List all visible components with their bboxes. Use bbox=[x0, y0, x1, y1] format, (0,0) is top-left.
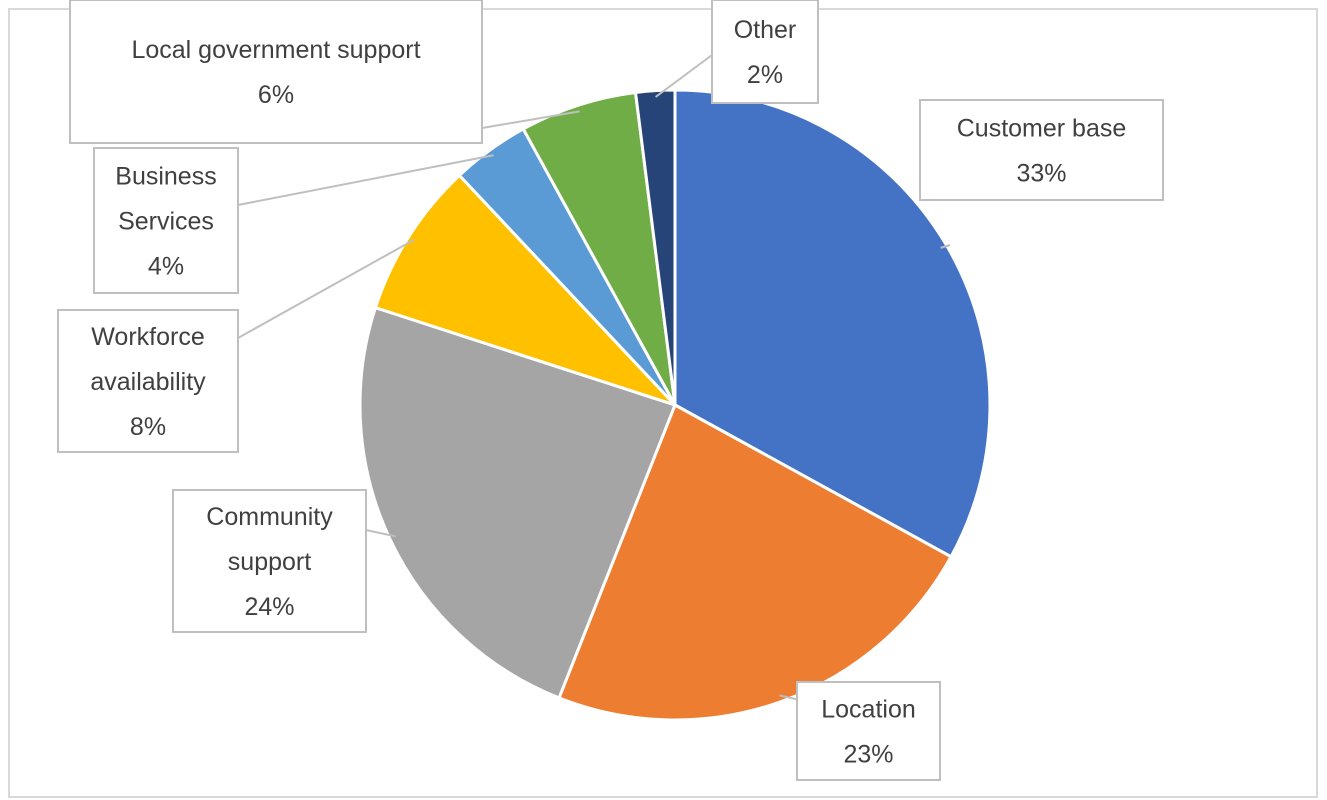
data-label-category: Local government support bbox=[131, 36, 420, 64]
slices-layer bbox=[358, 88, 992, 722]
data-label-local-government-support: Local government support 6% bbox=[69, 0, 483, 144]
data-label-value: 4% bbox=[148, 253, 184, 281]
data-label-box bbox=[69, 0, 483, 144]
pie-slice-location bbox=[557, 402, 954, 722]
leader-line-business-services bbox=[237, 154, 494, 206]
data-label-category: Other bbox=[734, 16, 797, 44]
data-label-customer-base: Customer base 33% bbox=[919, 99, 1164, 201]
data-label-community-support: Community support 24% bbox=[172, 489, 367, 633]
pie-slice-workforce-availability bbox=[373, 173, 677, 407]
data-label-other: Other 2% bbox=[711, 0, 819, 104]
data-label-box bbox=[919, 99, 1164, 201]
data-label-category: Services bbox=[118, 208, 214, 236]
data-label-value: 24% bbox=[244, 593, 294, 621]
leader-line-other bbox=[655, 54, 713, 98]
leader-line-community-support bbox=[365, 529, 396, 538]
leader-line-local-government-support bbox=[481, 110, 580, 129]
data-label-value: 33% bbox=[1016, 160, 1066, 188]
data-label-category: Community bbox=[206, 503, 333, 531]
pie-slice-community-support bbox=[358, 305, 677, 700]
data-label-box bbox=[711, 0, 819, 104]
pie-slice-other bbox=[633, 88, 677, 406]
data-label-value: 6% bbox=[258, 81, 294, 109]
leader-line-customer-base bbox=[940, 244, 951, 249]
data-label-box bbox=[172, 489, 367, 633]
data-label-category: availability bbox=[90, 368, 206, 396]
data-label-box bbox=[796, 681, 941, 781]
data-label-category: Customer base bbox=[957, 115, 1127, 143]
data-label-category: Business bbox=[115, 163, 216, 191]
leaders-layer bbox=[237, 54, 951, 701]
pie-slice-local-government-support bbox=[521, 90, 677, 406]
data-label-value: 2% bbox=[747, 61, 783, 89]
data-label-value: 23% bbox=[843, 741, 893, 769]
data-label-value: 8% bbox=[130, 413, 166, 441]
data-label-box bbox=[57, 309, 239, 453]
data-label-category: Location bbox=[821, 696, 916, 724]
labels-layer: Customer base 33% Location 23% Community supp… bbox=[57, 0, 1164, 781]
data-label-category: support bbox=[228, 548, 311, 576]
data-label-business-services: Business Services 4% bbox=[93, 147, 239, 294]
data-label-box bbox=[93, 147, 239, 294]
data-label-workforce-availability: Workforce availability 8% bbox=[57, 309, 239, 453]
data-label-category: Workforce bbox=[91, 323, 204, 351]
data-label-location: Location 23% bbox=[796, 681, 941, 781]
leader-line-workforce-availability bbox=[237, 238, 415, 339]
